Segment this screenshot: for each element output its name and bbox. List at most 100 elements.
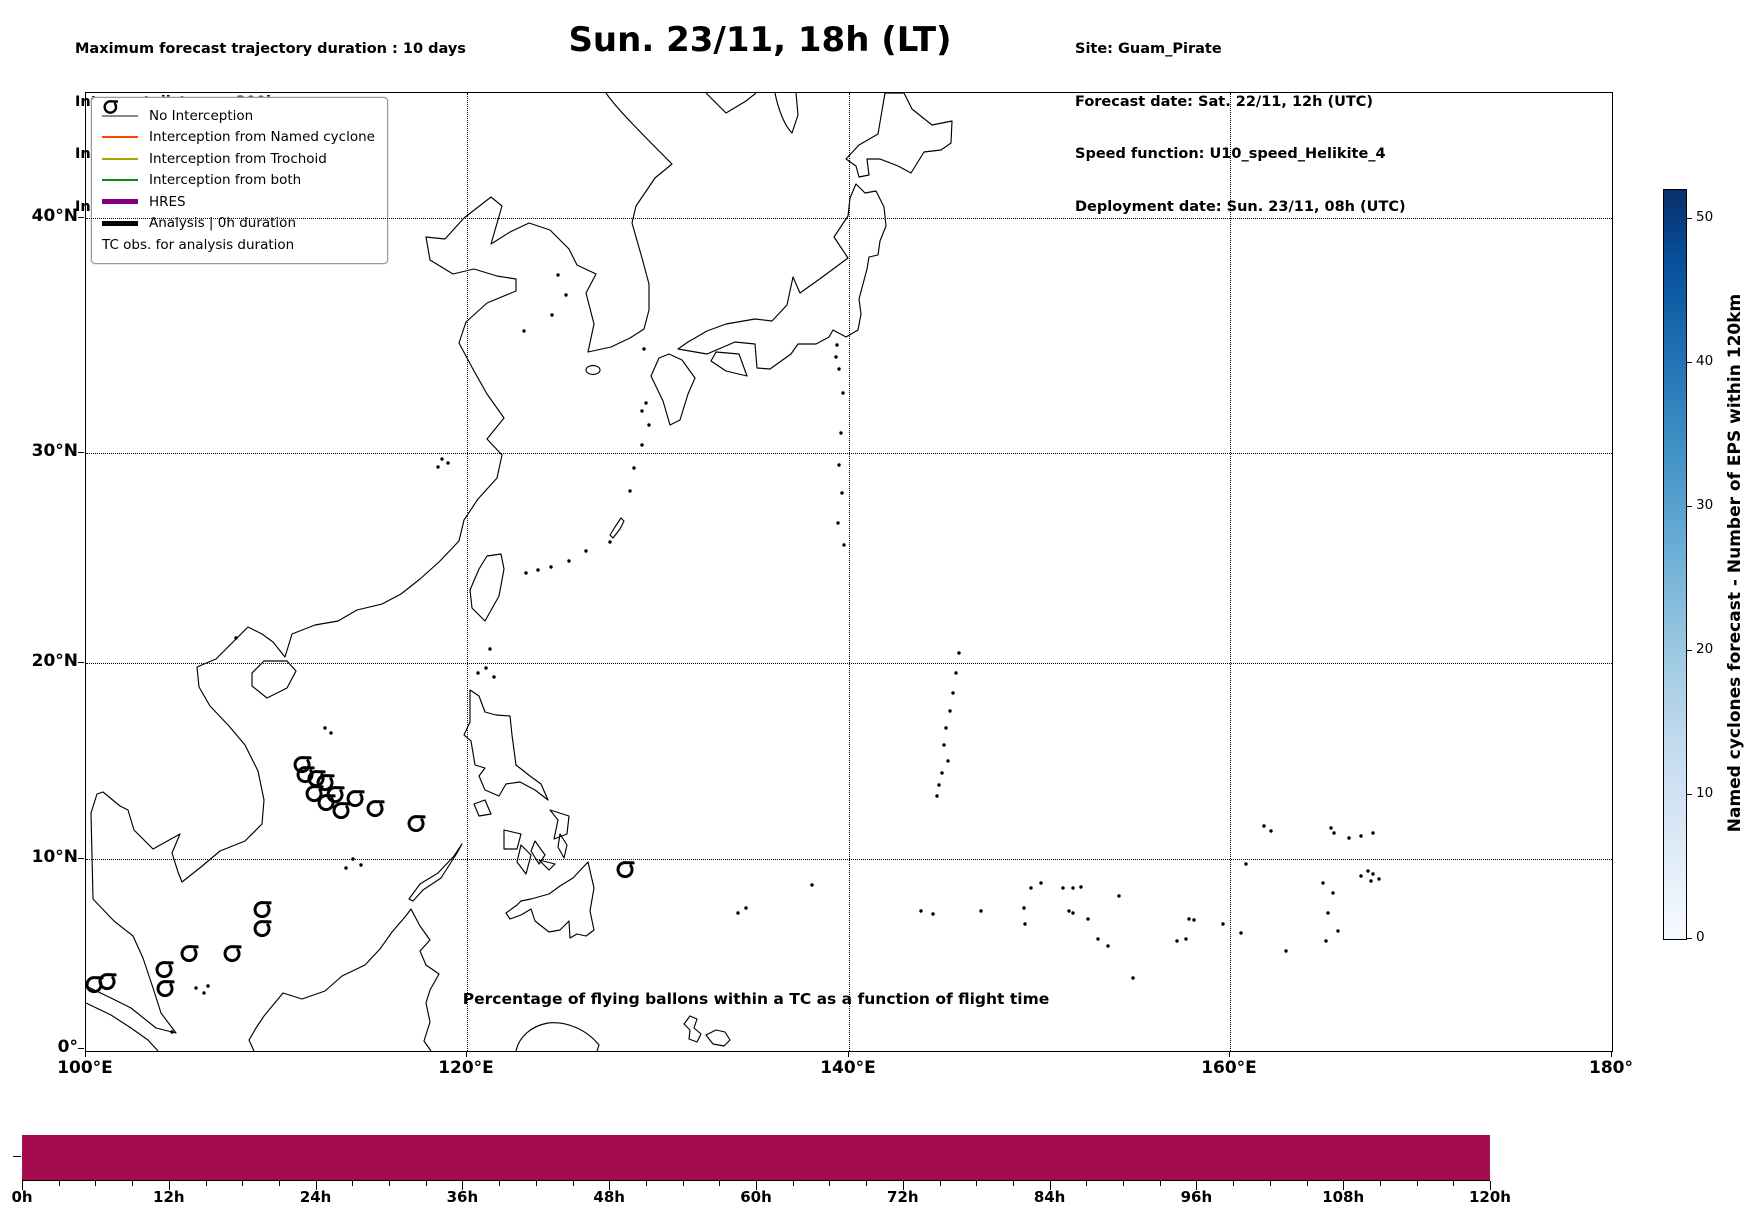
flight-time-major-tick (315, 1181, 317, 1190)
legend-entry: Interception from both (102, 170, 375, 192)
colorbar-tick-label: 20 (1696, 640, 1714, 657)
longitude-tick (1611, 1051, 1612, 1057)
legend-entry-label: Interception from both (149, 172, 302, 189)
meridian-gridline (467, 93, 468, 1051)
flight-time-tick-label: 12h (153, 1188, 185, 1206)
flight-time-minor-tick (572, 1181, 574, 1186)
legend-entry: No Interception (102, 105, 375, 127)
flight-time-minor-tick (1453, 1181, 1455, 1186)
flight-time-minor-tick (1012, 1181, 1014, 1186)
longitude-tick (848, 1051, 849, 1057)
flight-time-minor-tick (939, 1181, 941, 1186)
legend-line-sample (102, 220, 138, 226)
flight-time-major-tick (22, 1181, 23, 1190)
legend-entry: Analysis | 0h duration (102, 213, 375, 235)
latitude-tick (78, 1048, 84, 1049)
flight-time-minor-tick (829, 1181, 831, 1186)
flight-time-minor-tick (352, 1181, 354, 1186)
colorbar-tick (1686, 649, 1692, 651)
legend-entry: HRES (102, 191, 375, 213)
flight-chart-title: Percentage of flying ballons within a TC… (462, 990, 1050, 1008)
flight-time-minor-tick (976, 1181, 978, 1186)
legend-line-sample (102, 136, 138, 139)
flight-time-major-tick (1490, 1181, 1491, 1190)
flight-time-minor-tick (1269, 1181, 1271, 1186)
flight-time-minor-tick (58, 1181, 60, 1186)
longitude-tick-label: 160°E (1201, 1058, 1257, 1078)
eps-colorbar (1663, 189, 1687, 940)
flight-time-minor-tick (242, 1181, 244, 1186)
flight-time-tick-label: 48h (593, 1188, 625, 1206)
colorbar-tick (1686, 793, 1692, 795)
parallel-gridline (86, 218, 1612, 219)
small-islands-layer (170, 273, 1381, 1034)
flight-time-minor-tick (792, 1181, 794, 1186)
flight-time-minor-tick (205, 1181, 207, 1186)
flight-time-major-tick (756, 1181, 757, 1190)
flight-time-minor-tick (1123, 1181, 1124, 1186)
tc-observation-marker (407, 815, 426, 833)
longitude-tick (1229, 1051, 1230, 1057)
flight-time-minor-tick (95, 1181, 97, 1186)
tc-percentage-bar (22, 1135, 1490, 1180)
flight-time-minor-tick (1306, 1181, 1308, 1186)
deployment-date-line: Deployment date: Sun. 23/11, 08h (UTC) (1075, 198, 1406, 215)
colorbar-tick-label: 10 (1696, 784, 1714, 801)
flight-time-major-tick (1049, 1181, 1051, 1190)
legend-entry-label: No Interception (149, 107, 254, 124)
site-info-block: Site: Guam_Pirate Forecast date: Sat. 22… (1075, 6, 1406, 234)
tc-observation-marker (616, 861, 635, 879)
flight-time-tick-label: 72h (887, 1188, 919, 1206)
longitude-tick-label: 180° (1589, 1058, 1633, 1078)
flight-time-minor-tick (682, 1181, 684, 1186)
flight-time-minor-tick (866, 1181, 868, 1186)
tc-observation-marker (155, 961, 174, 979)
colorbar-tick (1686, 938, 1692, 939)
legend-entry: Interception from Named cyclone (102, 127, 375, 149)
flight-time-major-tick (609, 1181, 611, 1190)
tc-cyclone-icon (103, 100, 118, 114)
colorbar-title: Named cyclones forecast - Number of EPS … (1725, 293, 1745, 833)
latitude-tick-label: 20°N (31, 651, 78, 671)
latitude-tick-label: 30°N (31, 441, 78, 461)
flight-time-minor-tick (1086, 1181, 1088, 1186)
flight-time-tick-label: 84h (1033, 1188, 1066, 1206)
legend-entry-label: Analysis | 0h duration (149, 215, 296, 232)
legend-line-sample (102, 179, 138, 182)
flight-time-tick-label: 96h (1180, 1188, 1213, 1206)
flight-time-minor-tick (535, 1181, 537, 1186)
flight-time-minor-tick (1233, 1181, 1235, 1186)
tc-observation-marker (332, 802, 351, 820)
flight-time-tick-label: 0h (11, 1188, 33, 1206)
latitude-tick-label: 10°N (31, 847, 78, 867)
colorbar-tick (1686, 505, 1692, 507)
coastline-paths (86, 93, 953, 1051)
legend-line-sample (102, 114, 138, 117)
parallel-gridline (86, 663, 1612, 664)
tc-observation-marker (223, 945, 242, 963)
meridian-gridline (849, 93, 850, 1051)
tc-observation-marker (346, 790, 365, 808)
latitude-tick (78, 662, 84, 663)
flight-chart-axis (22, 1180, 1490, 1181)
latitude-tick (78, 217, 84, 218)
flight-time-tick-label: 120h (1469, 1188, 1511, 1206)
tc-observation-marker (317, 794, 336, 812)
legend-entry-label: Interception from Trochoid (149, 150, 327, 167)
longitude-tick-label: 140°E (820, 1058, 876, 1078)
flight-time-major-tick (902, 1181, 904, 1190)
max-duration-line: Maximum forecast trajectory duration : 1… (75, 41, 466, 57)
flight-time-minor-tick (645, 1181, 647, 1186)
longitude-tick (85, 1051, 86, 1057)
flight-time-major-tick (1196, 1181, 1198, 1190)
flight-time-major-tick (462, 1181, 464, 1190)
legend-entry-label: HRES (149, 193, 186, 210)
flight-time-minor-tick (499, 1181, 501, 1186)
meridian-gridline (1230, 93, 1231, 1051)
longitude-tick (466, 1051, 467, 1057)
longitude-tick-label: 120°E (438, 1058, 494, 1078)
parallel-gridline (86, 453, 1612, 454)
coastlines-layer (86, 93, 1381, 1051)
colorbar-tick-label: 30 (1696, 496, 1714, 513)
latitude-tick-label: 0° (57, 1037, 78, 1057)
